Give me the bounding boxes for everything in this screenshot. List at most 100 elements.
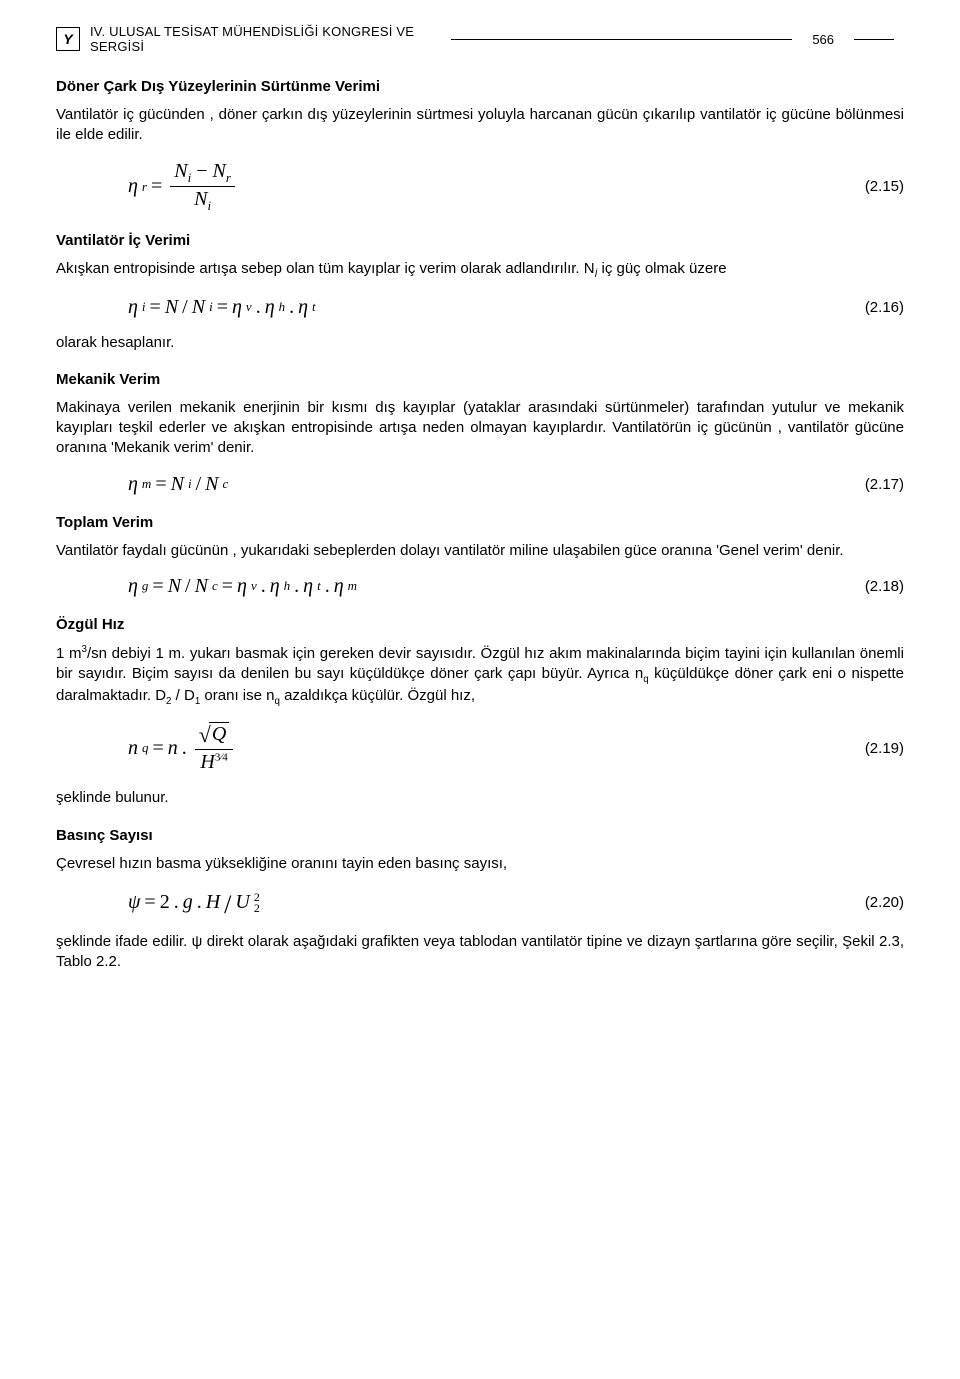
eq15-num-Nr: N [213,160,226,182]
eq20-U-sub: 2 [254,903,260,914]
para-toplam-verim: Vantilatör faydalı gücünün , yukarıdaki … [56,541,904,561]
eq19-exp: 3⁄4 [215,752,228,764]
eq19-n-sub: q [142,740,149,756]
equation-2-16: ηi = N / Ni = ηv . ηh . ηt (2.16) [56,296,904,319]
header-rule [451,39,792,40]
heading-toplam-verim: Toplam Verim [56,514,904,531]
eq15-eta: η [128,175,138,198]
eq18-etaT-sub: t [317,578,321,594]
eq17-N2-sub: c [222,476,228,492]
eq18-eta-sub: g [142,578,149,594]
eq16-eq1: = [150,296,161,319]
eq15-fraction: Ni − Nr Ni [170,160,235,215]
ozgul-a: 1 m [56,645,82,662]
eq18-N1: N [168,575,181,598]
eq18-etaM-sub: m [348,578,357,594]
para-ic-tail: iç güç olmak üzere [597,260,726,277]
eq18-slash: / [185,575,191,598]
eq16-N2-sub: i [209,299,213,315]
eq18-dot2: . [294,575,299,598]
para-basinc-sayisi: Çevresel hızın basma yüksekliğine oranın… [56,854,904,874]
eq16-etaH: η [265,296,275,319]
eq20-eq: = [144,891,155,914]
eq15-den-N: N [194,188,207,210]
eq20-two: 2 [160,891,170,914]
eq18-N2: N [195,575,208,598]
eq17-eta-sub: m [142,476,151,492]
heading-doner-cark: Döner Çark Dış Yüzeylerinin Sürtünme Ver… [56,78,904,95]
eq18-eq1: = [152,575,163,598]
para-mekanik-verim: Makinaya verilen mekanik enerjinin bir k… [56,398,904,459]
para-ic-a: Akışkan entropisinde artışa sebep olan t… [56,260,595,277]
eq16-N2: N [192,296,205,319]
header-rule-right [854,39,894,40]
eq20-U: U [235,891,249,914]
eq16-N1: N [165,296,178,319]
eq18-etaH: η [270,575,280,598]
eq17-N1-sub: i [188,476,192,492]
eq16-eta-sub: i [142,299,146,315]
eq17-N2: N [205,473,218,496]
eq18-eta: η [128,575,138,598]
para-after-eq16: olarak hesaplanır. [56,333,904,353]
eq17-eq: = [155,473,166,496]
heading-ic-verimi: Vantilatör İç Verimi [56,232,904,249]
eq18-etaM: η [334,575,344,598]
eq20-psi: ψ [128,891,140,914]
heading-basinc-sayisi: Basınç Sayısı [56,827,904,844]
equation-2-18: ηg = N / Nc = ηv . ηh . ηt . ηm (2.18) [56,575,904,598]
equation-2-20: ψ = 2. g. H/U22 (2.20) [56,888,904,918]
eq19-n2: n [168,737,178,760]
running-header: Y IV. ULUSAL TESİSAT MÜHENDİSLİĞİ KONGRE… [56,24,904,54]
equation-2-17: ηm = Ni / Nc (2.17) [56,473,904,496]
eq19-eq: = [153,737,164,760]
eq18-etaH-sub: h [284,578,291,594]
eq16-etaH-sub: h [279,299,286,315]
eq19-sqrt: √ Q [199,722,230,746]
eq17-N1: N [171,473,184,496]
eq18-N2-sub: c [212,578,218,594]
eq20-g: g [183,891,193,914]
eq15-num-Ni: N [174,160,187,182]
eq19-H: H [200,751,214,773]
page-number: 566 [812,32,834,47]
eq16-eta: η [128,296,138,319]
eq16-etaV: η [232,296,242,319]
eq20-dot1: . [174,891,179,914]
eq18-dot3: . [325,575,330,598]
eq16-tag: (2.16) [845,299,904,316]
para-after-eq19: şeklinde bulunur. [56,788,904,808]
header-title: IV. ULUSAL TESİSAT MÜHENDİSLİĞİ KONGRESİ… [90,24,431,54]
eq16-dot1: . [256,296,261,319]
eq20-dot2: . [197,891,202,914]
eq15-minus: − [196,160,207,182]
eq16-etaT: η [298,296,308,319]
eq15-tag: (2.15) [845,178,904,195]
para-doner-cark: Vantilatör iç gücünden , döner çarkın dı… [56,105,904,146]
eq19-Q: Q [212,723,226,746]
eq18-eq2: = [222,575,233,598]
eq19-n: n [128,737,138,760]
eq18-etaT: η [303,575,313,598]
eq16-etaT-sub: t [312,299,316,315]
ozgul-f: azaldıkça küçülür. Özgül hız, [280,687,475,704]
para-after-eq20: şeklinde ifade edilir. ψ direkt olarak a… [56,932,904,973]
header-logo-icon: Y [56,27,80,51]
heading-ozgul-hiz: Özgül Hız [56,616,904,633]
eq18-etaV: η [237,575,247,598]
ozgul-e: oranı ise n [200,687,274,704]
equation-2-19: nq = n. √ Q H3⁄4 (2.19) [56,722,904,774]
heading-mekanik-verim: Mekanik Verim [56,371,904,388]
eq20-H: H [206,891,220,914]
eq16-eq2: = [217,296,228,319]
eq16-dot2: . [289,296,294,319]
page-container: Y IV. ULUSAL TESİSAT MÜHENDİSLİĞİ KONGRE… [0,0,960,1022]
para-ozgul-hiz: 1 m3/sn debiyi 1 m. yukarı basmak için g… [56,643,904,709]
eq18-tag: (2.18) [845,578,904,595]
eq18-etaV-sub: v [251,578,257,594]
eq18-dot1: . [261,575,266,598]
eq17-slash: / [196,473,202,496]
eq19-tag: (2.19) [845,740,904,757]
eq17-tag: (2.17) [845,476,904,493]
para-ic-verimi: Akışkan entropisinde artışa sebep olan t… [56,259,904,281]
